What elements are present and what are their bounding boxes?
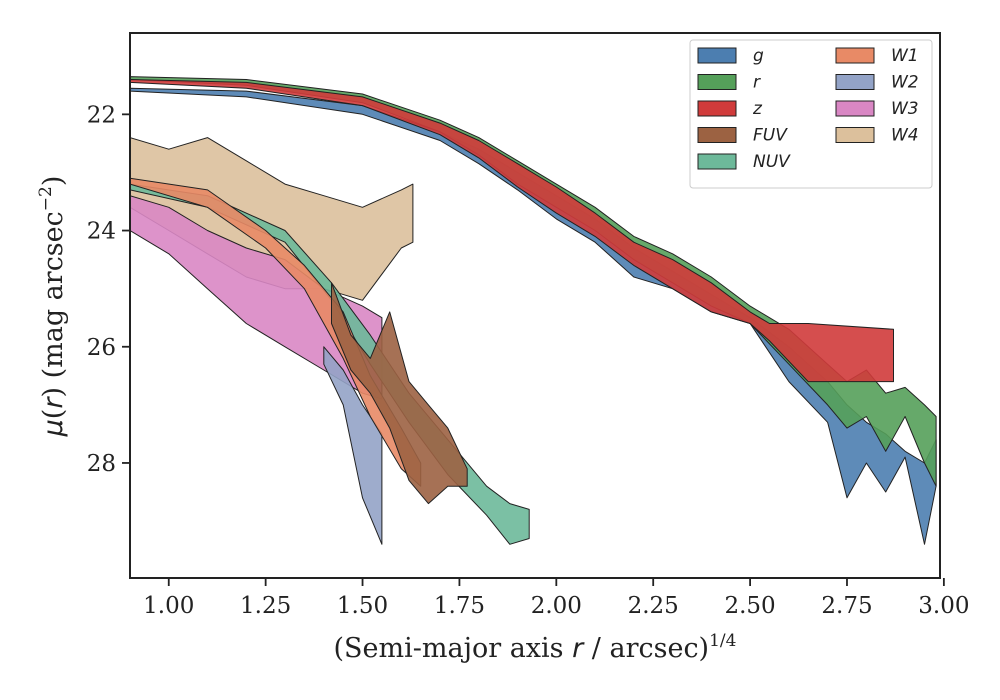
x-tick-label: 2.25 <box>628 593 679 619</box>
x-tick-label: 2.75 <box>821 593 872 619</box>
y-tick-label: 26 <box>87 335 116 361</box>
legend-label-g: g <box>753 46 764 66</box>
x-tick-label: 2.50 <box>724 593 775 619</box>
legend-swatch-w3 <box>835 100 875 117</box>
legend-label-w1: W1 <box>891 46 919 66</box>
y-tick-label: 28 <box>87 451 116 477</box>
legend-swatch-w1 <box>835 47 875 64</box>
legend-swatch-nuv <box>697 153 737 170</box>
legend-swatch-g <box>697 47 737 64</box>
band-w2 <box>323 346 383 545</box>
plot-frame <box>129 32 941 579</box>
x-tick-label: 3.00 <box>918 593 969 619</box>
x-tick-label: 1.75 <box>434 593 485 619</box>
legend: grz FUV NUV W1 W2 W3 W4 <box>689 39 933 189</box>
legend-label-w4: W4 <box>891 126 919 146</box>
x-tick-label: 1.00 <box>143 593 194 619</box>
band-fuv <box>331 282 468 505</box>
ticks-layer: 1.00 1.25 1.50 1.75 2.00 2.25 2.50 2.75 3.00 22 24… <box>87 102 970 619</box>
legend-label-w2: W2 <box>891 73 919 93</box>
legend-swatch-fuv <box>697 127 737 143</box>
legend-swatch-r <box>697 74 737 90</box>
legend-swatch-z <box>697 100 737 117</box>
x-tick-label: 1.25 <box>240 593 291 619</box>
legend-label-z: z <box>752 99 763 119</box>
series-layer <box>130 76 937 545</box>
y-tick-label: 24 <box>87 219 116 245</box>
y-axis-label: μ(r) (mag arcsec−2) <box>36 176 69 438</box>
legend-label-fuv: FUV <box>753 126 788 146</box>
y-tick-label: 22 <box>87 102 116 128</box>
x-tick-label: 2.00 <box>531 593 582 619</box>
x-axis-label: (Semi-major axis r / arcsec)1/4 <box>334 631 737 664</box>
legend-label-nuv: NUV <box>753 152 791 172</box>
legend-swatch-w2 <box>835 74 875 90</box>
legend-label-w3: W3 <box>891 99 919 119</box>
legend-swatch-w4 <box>835 127 875 143</box>
x-tick-label: 1.50 <box>337 593 388 619</box>
legend-label-r: r <box>753 73 761 93</box>
band-z <box>130 79 894 383</box>
